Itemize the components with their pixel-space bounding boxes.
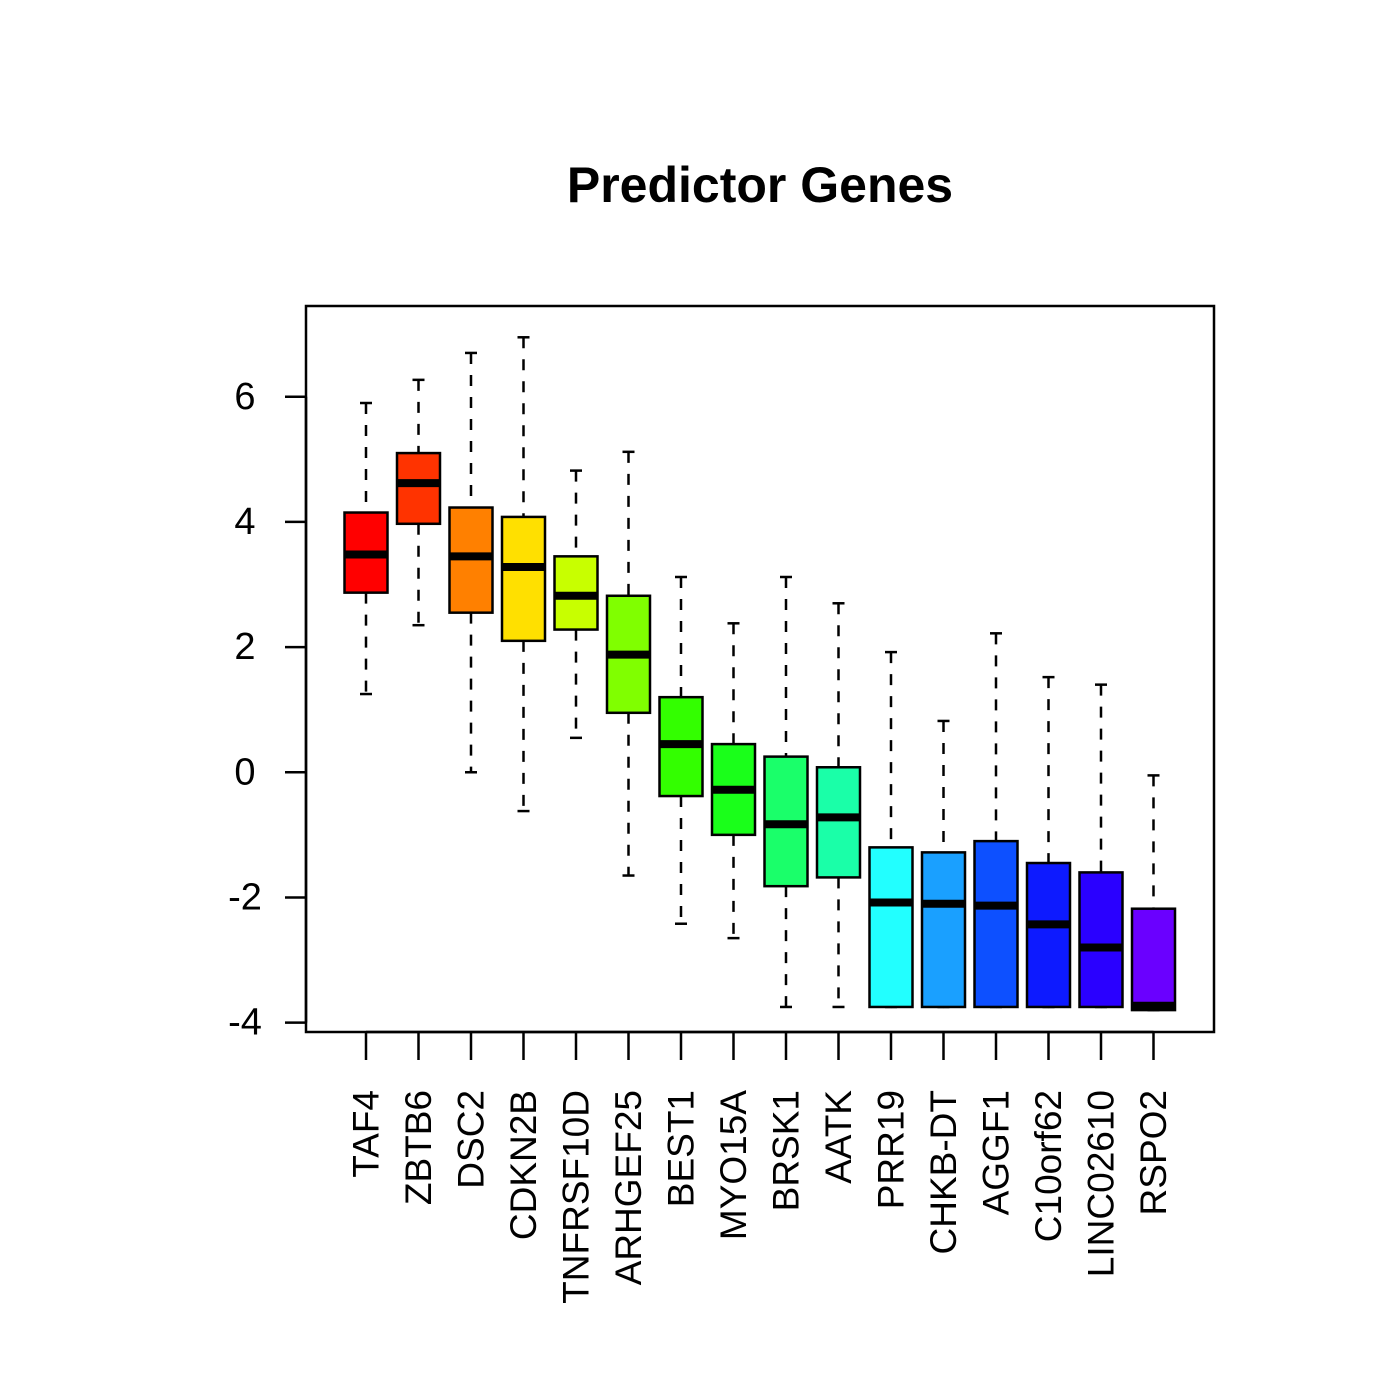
x-category-label: CHKB-DT [923, 1090, 964, 1254]
x-category-label: DSC2 [451, 1090, 492, 1189]
box-chkb-dt [920, 719, 967, 1009]
iqr-box [500, 515, 547, 643]
box-best1 [658, 575, 704, 925]
plot-frame [304, 304, 1216, 1034]
iqr-box [920, 851, 967, 1009]
x-category-label: ZBTB6 [398, 1090, 439, 1205]
box-tnfrsf10d [553, 469, 599, 740]
box-brsk1 [763, 575, 809, 1009]
box-aggf1 [973, 632, 1019, 1009]
box-zbtb6 [395, 378, 442, 627]
iqr-box [395, 451, 442, 526]
chart-title: Predictor Genes [567, 157, 953, 213]
iqr-box [1130, 907, 1177, 1012]
iqr-box [815, 766, 862, 879]
box-cdkn2b [500, 336, 547, 813]
x-category-label: AATK [818, 1090, 859, 1184]
iqr-box [1025, 861, 1072, 1009]
x-category-label: BEST1 [661, 1090, 702, 1207]
x-category-label: TAF4 [346, 1090, 387, 1178]
box-myo15a [710, 622, 757, 940]
box-dsc2 [448, 351, 494, 774]
iqr-box [973, 839, 1019, 1009]
y-tick-label: -4 [228, 1002, 262, 1044]
iqr-box [1078, 871, 1124, 1009]
x-category-label: RSPO2 [1133, 1090, 1174, 1215]
x-category-label: LINC02610 [1081, 1090, 1122, 1277]
box-c10orf62 [1025, 675, 1072, 1009]
iqr-box [868, 846, 914, 1009]
x-category-label: AGGF1 [976, 1090, 1017, 1215]
x-category-label: BRSK1 [766, 1090, 807, 1211]
box-aatk [815, 602, 862, 1009]
y-tick-label: 2 [234, 626, 255, 668]
y-tick-label: 4 [234, 501, 255, 543]
x-category-label: C10orf62 [1028, 1090, 1069, 1242]
y-tick-label: -2 [228, 876, 262, 918]
x-category-label: ARHGEF25 [608, 1090, 649, 1285]
box-linc02610 [1078, 683, 1124, 1009]
x-category-label: PRR19 [871, 1090, 912, 1209]
box-prr19 [868, 650, 914, 1009]
x-category-label: TNFRSF10D [556, 1090, 597, 1304]
x-category-label: CDKN2B [503, 1090, 544, 1240]
box-arhgef25 [605, 450, 652, 877]
y-tick-label: 6 [234, 376, 255, 418]
y-tick-label: 0 [234, 751, 255, 793]
box-rspo2 [1130, 774, 1177, 1012]
y-axis: -4 -2 0 2 4 6 [228, 376, 308, 1044]
box-series [343, 336, 1177, 1012]
box-taf4 [343, 401, 389, 696]
x-axis: TAF4 ZBTB6 DSC2 CDKN2B TNFRSF10D ARHGEF25 BEST… [346, 1030, 1174, 1304]
x-category-label: MYO15A [713, 1090, 754, 1240]
